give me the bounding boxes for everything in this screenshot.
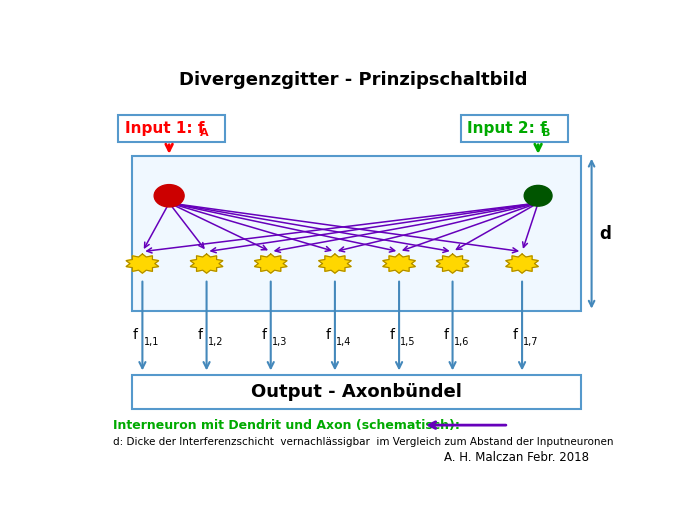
- Text: 1,4: 1,4: [336, 337, 351, 347]
- Bar: [461, 115, 567, 142]
- Text: Interneuron mit Dendrit und Axon (schematisch):: Interneuron mit Dendrit und Axon (schema…: [113, 419, 460, 431]
- Text: Divergenzgitter - Prinzipschaltbild: Divergenzgitter - Prinzipschaltbild: [179, 71, 528, 89]
- Text: A: A: [199, 128, 208, 138]
- Text: 1,3: 1,3: [272, 337, 287, 347]
- Text: f: f: [390, 328, 395, 342]
- Circle shape: [524, 185, 552, 206]
- Text: 1,7: 1,7: [523, 337, 539, 347]
- Text: f: f: [133, 328, 138, 342]
- Text: d: Dicke der Interferenzschicht  vernachlässigbar  im Vergleich zum Abstand der : d: Dicke der Interferenzschicht vernachl…: [113, 437, 613, 447]
- Text: 1,6: 1,6: [453, 337, 469, 347]
- Polygon shape: [255, 254, 287, 273]
- Text: Output - Axonbündel: Output - Axonbündel: [251, 383, 462, 401]
- Text: f: f: [513, 328, 518, 342]
- Text: f: f: [262, 328, 266, 342]
- Polygon shape: [506, 254, 538, 273]
- Circle shape: [154, 184, 184, 207]
- Text: f: f: [197, 328, 202, 342]
- Text: 1,5: 1,5: [400, 337, 415, 347]
- Bar: [119, 115, 226, 142]
- Polygon shape: [190, 254, 223, 273]
- Text: f: f: [443, 328, 448, 342]
- Polygon shape: [436, 254, 469, 273]
- Polygon shape: [126, 254, 159, 273]
- Text: B: B: [542, 128, 550, 138]
- Polygon shape: [319, 254, 351, 273]
- Bar: [132, 156, 581, 311]
- Text: d: d: [600, 225, 611, 242]
- Polygon shape: [383, 254, 415, 273]
- Text: 1,2: 1,2: [208, 337, 223, 347]
- Bar: [132, 375, 581, 409]
- Text: Input 1: f: Input 1: f: [125, 121, 204, 136]
- Text: 1,1: 1,1: [144, 337, 159, 347]
- Text: Input 2: f: Input 2: f: [467, 121, 546, 136]
- Text: A. H. Malczan Febr. 2018: A. H. Malczan Febr. 2018: [444, 451, 589, 464]
- Text: f: f: [326, 328, 331, 342]
